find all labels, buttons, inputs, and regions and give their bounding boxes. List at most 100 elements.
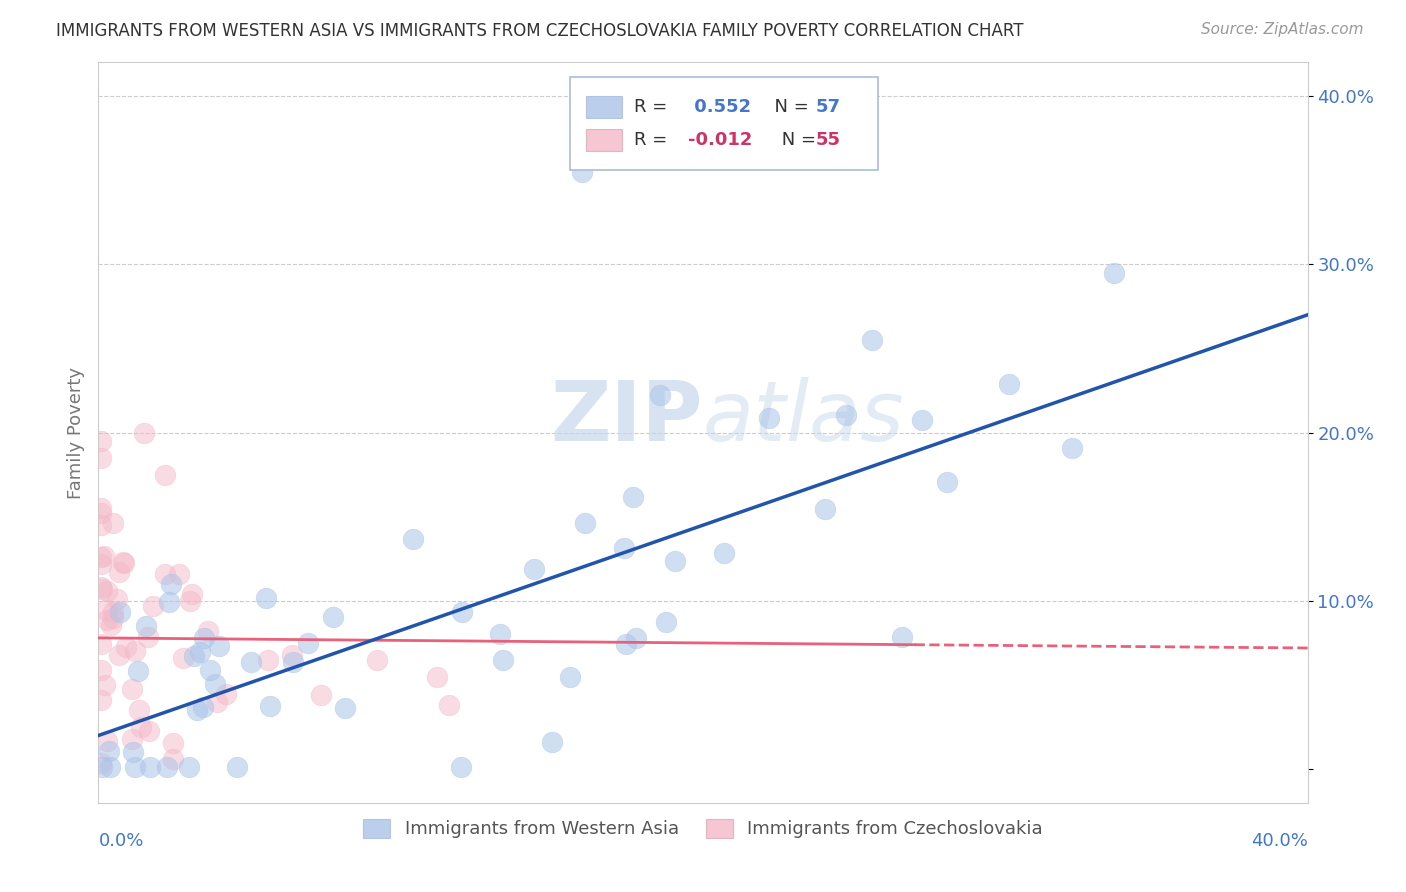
Point <box>935 475 957 489</box>
Point <box>860 333 883 347</box>
Point <box>197 624 219 638</box>
Point <box>297 636 319 650</box>
Point <box>90 693 112 707</box>
Point <box>90 506 112 520</box>
Point <box>90 501 112 516</box>
Point <box>96 584 118 599</box>
Point <box>94 603 117 617</box>
Point <box>523 561 546 575</box>
Point <box>139 760 162 774</box>
Point <box>613 541 636 555</box>
FancyBboxPatch shape <box>586 129 621 152</box>
Text: 40.0%: 40.0% <box>1251 832 1308 850</box>
Point <box>179 594 201 608</box>
FancyBboxPatch shape <box>586 95 621 118</box>
Point <box>193 631 215 645</box>
Point <box>96 734 118 748</box>
Point <box>132 425 155 440</box>
Point <box>101 611 124 625</box>
Point <box>281 648 304 662</box>
Point <box>138 723 160 738</box>
Point <box>127 664 149 678</box>
Text: 57: 57 <box>815 98 841 116</box>
Point <box>97 744 120 758</box>
Point <box>90 637 112 651</box>
Text: 55: 55 <box>815 131 841 149</box>
Point <box>160 576 183 591</box>
Point <box>103 516 125 530</box>
Point <box>90 434 112 448</box>
Point <box>835 409 858 423</box>
Text: N =: N = <box>776 131 821 149</box>
Point <box>108 605 131 619</box>
Text: atlas: atlas <box>703 377 904 458</box>
Point <box>437 698 460 713</box>
Point <box>90 582 112 596</box>
Point <box>129 720 152 734</box>
Point <box>167 567 190 582</box>
Point <box>153 467 176 482</box>
Point <box>136 631 159 645</box>
Point <box>180 587 202 601</box>
Point <box>650 388 672 402</box>
Point <box>1102 266 1125 280</box>
Point <box>571 165 593 179</box>
Text: -0.012: -0.012 <box>689 131 752 149</box>
Point <box>309 688 332 702</box>
Point <box>115 640 138 654</box>
Text: 0.0%: 0.0% <box>98 832 143 850</box>
Point <box>162 736 184 750</box>
Point <box>226 760 249 774</box>
Point <box>281 656 304 670</box>
Text: N =: N = <box>763 98 815 116</box>
Text: 0.552: 0.552 <box>689 98 752 116</box>
Point <box>254 591 277 606</box>
Point <box>540 735 562 749</box>
Text: R =: R = <box>634 131 673 149</box>
Point <box>333 700 356 714</box>
Point <box>107 565 129 579</box>
Point <box>94 678 117 692</box>
Point <box>157 595 180 609</box>
Point <box>814 502 837 516</box>
Point <box>93 549 115 563</box>
Point <box>626 631 648 645</box>
Point <box>186 703 208 717</box>
Point <box>111 555 134 569</box>
Point <box>207 639 229 653</box>
Point <box>239 655 262 669</box>
Point <box>259 698 281 713</box>
Point <box>91 760 114 774</box>
Point <box>450 606 472 620</box>
Point <box>112 556 135 570</box>
Point <box>204 677 226 691</box>
Point <box>100 618 122 632</box>
Point <box>96 613 118 627</box>
Point <box>124 644 146 658</box>
Point <box>90 558 112 572</box>
Point <box>90 580 112 594</box>
Point <box>998 377 1021 392</box>
Point <box>215 687 238 701</box>
Point <box>172 650 194 665</box>
Point <box>107 648 129 663</box>
Text: ZIP: ZIP <box>551 377 703 458</box>
Point <box>121 681 143 696</box>
Point <box>141 599 163 614</box>
Point <box>90 549 112 564</box>
Point <box>402 532 425 546</box>
Point <box>1060 441 1083 455</box>
Point <box>492 653 515 667</box>
Point <box>179 760 201 774</box>
FancyBboxPatch shape <box>569 78 879 169</box>
Point <box>256 653 278 667</box>
Point <box>98 760 121 774</box>
Point <box>128 703 150 717</box>
Point <box>105 591 128 606</box>
Point <box>614 637 637 651</box>
Point <box>135 619 157 633</box>
Point <box>426 670 449 684</box>
Point <box>911 413 934 427</box>
Point <box>101 605 124 619</box>
Point <box>655 615 678 629</box>
